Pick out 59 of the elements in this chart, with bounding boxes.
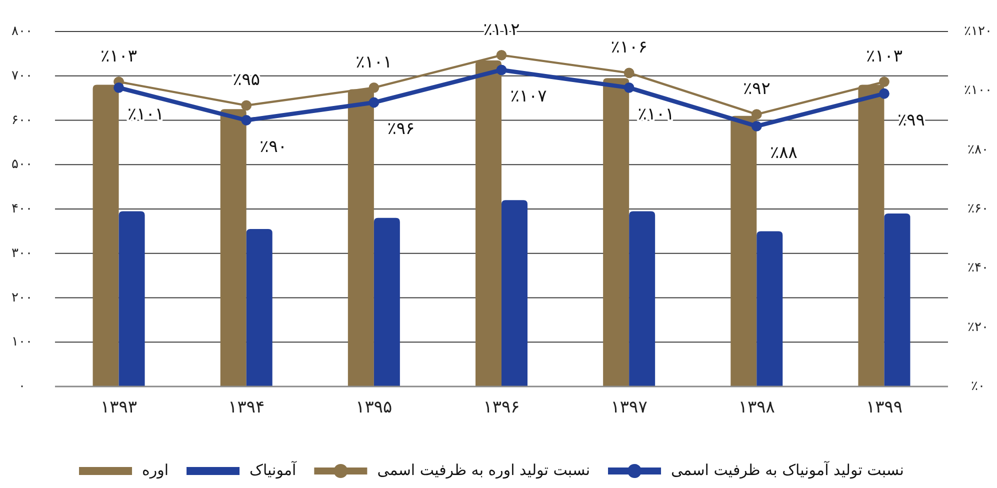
x-tick-label: ۱۳۹۶ xyxy=(483,398,520,418)
data-label: ٪۱۰۳ xyxy=(866,46,902,66)
y2-tick-label: ٪۱۲۰ xyxy=(964,24,992,40)
x-tick-label: ۱۳۹۷ xyxy=(610,398,648,418)
point xyxy=(879,88,890,99)
data-label: ٪۹۶ xyxy=(387,119,415,140)
y2-tick-label: ٪۸۰ xyxy=(968,142,988,158)
point xyxy=(624,82,634,93)
y-tick-label: ۶۰۰ xyxy=(12,112,32,128)
point xyxy=(368,82,380,93)
point xyxy=(496,64,507,76)
data-label: ٪۱۰۱ xyxy=(638,104,674,124)
bar xyxy=(884,213,910,386)
point xyxy=(496,50,507,60)
point xyxy=(879,76,890,87)
legend-label: نسبت تولید اوره به ظرفیت اسمی xyxy=(377,461,590,480)
y2-tick-label: ٪۴۰ xyxy=(968,260,988,276)
y2-tick-label: ٪۰ xyxy=(971,379,985,394)
y-tick-label: ۵۰۰ xyxy=(12,157,32,172)
data-label: ٪۹۲ xyxy=(742,78,770,99)
y-tick-label: ۸۰۰ xyxy=(12,24,32,40)
y-tick-label: ۰ xyxy=(18,379,26,394)
x-tick-label: ۱۳۹۳ xyxy=(100,398,138,418)
legend-label: اوره xyxy=(142,461,169,480)
point xyxy=(241,115,252,126)
point xyxy=(751,109,762,120)
bar xyxy=(374,218,400,386)
data-label: ٪۱۰۷ xyxy=(510,86,547,107)
x-tick-label: ۱۳۹۸ xyxy=(738,398,775,418)
data-label: ٪۱۰۱ xyxy=(128,104,164,124)
legend-label: نسبت تولید آمونیاک به ظرفیت اسمی xyxy=(671,460,904,480)
y-tick-label: ۲۰۰ xyxy=(12,290,32,306)
y2-tick-label: ٪۲۰ xyxy=(968,320,988,335)
point xyxy=(114,82,124,93)
x-tick-label: ۱۳۹۹ xyxy=(866,398,902,418)
data-label: ٪۱۰۶ xyxy=(610,38,648,58)
data-label: ٪۹۰ xyxy=(260,136,288,157)
legend-label: آمونیاک xyxy=(250,460,298,480)
bar xyxy=(756,231,783,386)
y2-tick-label: ٪۱۰۰ xyxy=(964,83,992,98)
data-label: ٪۹۵ xyxy=(232,70,260,90)
bar xyxy=(246,228,272,386)
bar xyxy=(502,200,528,386)
bar xyxy=(118,211,145,386)
x-tick-label: ۱۳۹۵ xyxy=(356,398,392,418)
y2-tick-label: ٪۶۰ xyxy=(968,202,988,217)
point xyxy=(624,68,634,78)
data-label: ٪۱۰۳ xyxy=(100,46,138,66)
point xyxy=(368,97,380,108)
data-label: ٪۱۰۱ xyxy=(356,52,392,72)
x-tick-label: ۱۳۹۴ xyxy=(228,398,265,418)
point xyxy=(241,100,252,111)
bar xyxy=(629,211,656,386)
y-tick-label: ۳۰۰ xyxy=(12,246,32,261)
y-tick-label: ۷۰۰ xyxy=(12,68,32,84)
y-tick-label: ۴۰۰ xyxy=(12,202,32,217)
y-tick-label: ۱۰۰ xyxy=(12,334,32,350)
data-label: ٪۸۸ xyxy=(770,142,798,163)
point xyxy=(751,120,762,132)
